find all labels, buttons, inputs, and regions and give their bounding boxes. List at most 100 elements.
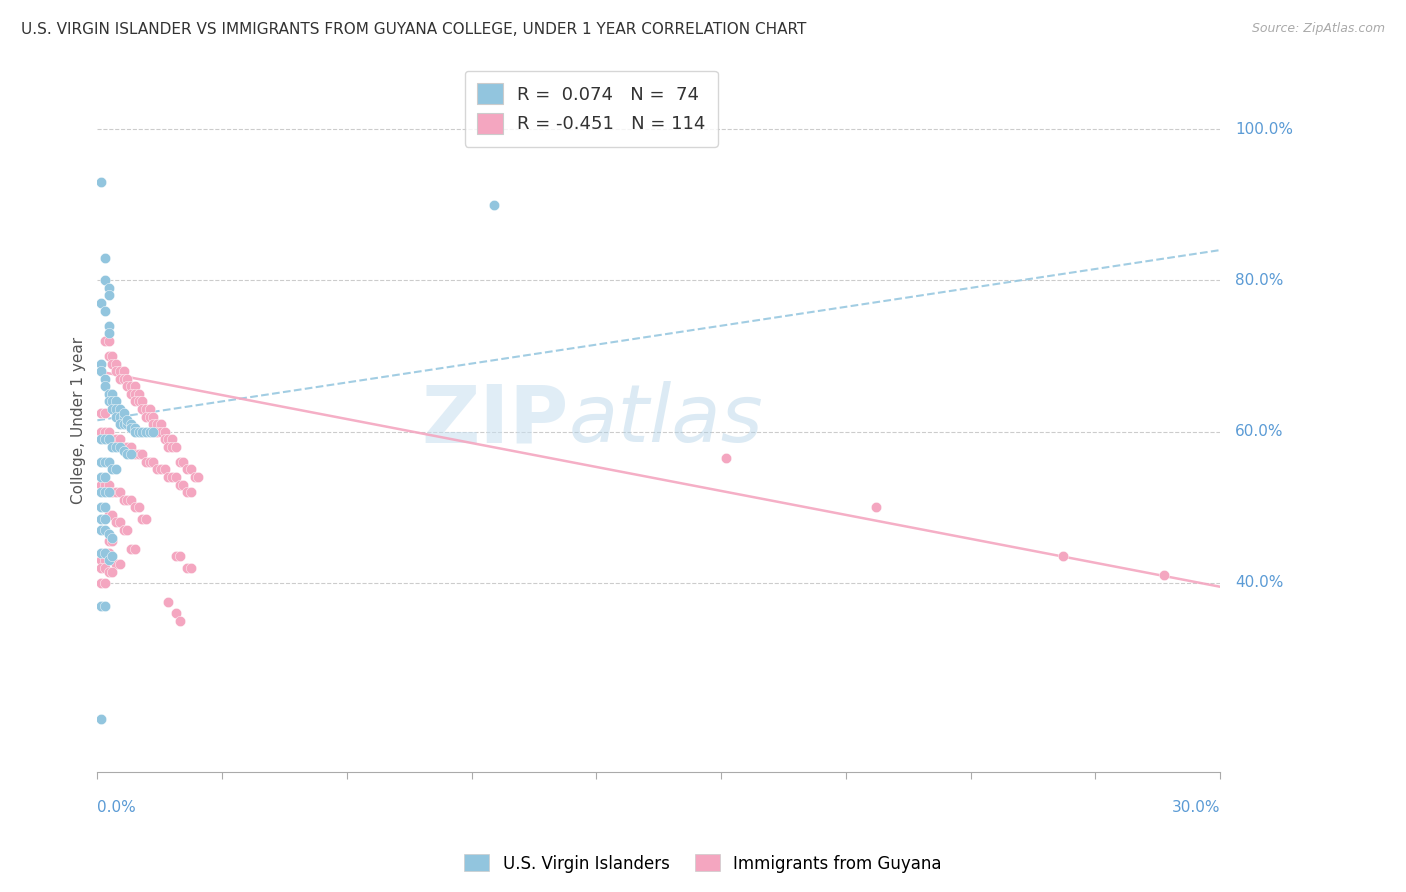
Point (112, 372, 135, 386)
Point (124, 500, 146, 515)
Point (124, 379, 146, 393)
Point (101, 432, 124, 446)
Point (97, 477, 120, 491)
Point (90, 712, 112, 726)
Point (97, 318, 120, 333)
Point (97, 334, 120, 348)
Point (124, 387, 146, 401)
Point (117, 417, 139, 431)
Point (176, 561, 198, 575)
Text: Source: ZipAtlas.com: Source: ZipAtlas.com (1251, 22, 1385, 36)
Point (146, 417, 169, 431)
Point (169, 549, 191, 564)
Text: 60.0%: 60.0% (1234, 425, 1284, 439)
Y-axis label: College, Under 1 year: College, Under 1 year (72, 337, 86, 504)
Point (153, 462, 176, 476)
Point (101, 394, 124, 409)
Point (90, 432, 112, 446)
Point (117, 379, 139, 393)
Point (94, 334, 117, 348)
Point (101, 440, 124, 454)
Point (90, 500, 112, 515)
Point (105, 409, 128, 424)
Point (94, 251, 117, 265)
Point (160, 440, 183, 454)
Point (105, 557, 128, 571)
Point (94, 273, 117, 287)
Point (97, 349, 120, 363)
Text: atlas: atlas (569, 381, 763, 459)
Point (108, 516, 131, 530)
Point (105, 516, 128, 530)
Point (176, 485, 198, 500)
Point (172, 455, 194, 469)
Point (94, 379, 117, 393)
Point (94, 511, 117, 525)
Point (165, 549, 187, 564)
Point (180, 561, 202, 575)
Point (97, 508, 120, 522)
Point (149, 425, 172, 439)
Point (101, 508, 124, 522)
Point (112, 443, 135, 458)
Point (135, 401, 157, 416)
Point (120, 447, 142, 461)
Point (101, 401, 124, 416)
Point (165, 606, 187, 620)
Point (714, 451, 737, 466)
Point (112, 364, 135, 378)
Point (172, 477, 194, 491)
Point (108, 432, 131, 446)
Point (124, 541, 146, 556)
Point (146, 425, 169, 439)
Point (187, 470, 209, 484)
Point (90, 576, 112, 591)
Point (112, 440, 135, 454)
Point (94, 485, 117, 500)
Point (157, 470, 180, 484)
Point (97, 546, 120, 560)
Point (94, 523, 117, 537)
Point (112, 492, 135, 507)
Point (124, 425, 146, 439)
Point (105, 401, 128, 416)
Point (94, 432, 117, 446)
Point (160, 432, 183, 446)
Point (101, 531, 124, 545)
Point (149, 462, 172, 476)
Point (94, 372, 117, 386)
Point (117, 372, 139, 386)
Point (128, 387, 150, 401)
Text: 100.0%: 100.0% (1234, 121, 1294, 136)
Point (1153, 568, 1175, 582)
Point (90, 485, 112, 500)
Point (135, 455, 157, 469)
Point (90, 477, 112, 491)
Point (131, 447, 153, 461)
Point (97, 534, 120, 549)
Point (135, 425, 157, 439)
Point (153, 432, 176, 446)
Point (108, 401, 131, 416)
Legend: U.S. Virgin Islanders, Immigrants from Guyana: U.S. Virgin Islanders, Immigrants from G… (458, 847, 948, 880)
Point (97, 394, 120, 409)
Point (90, 175, 112, 189)
Point (124, 447, 146, 461)
Point (117, 523, 139, 537)
Point (97, 565, 120, 579)
Point (139, 425, 162, 439)
Point (142, 455, 165, 469)
Point (149, 417, 172, 431)
Point (482, 197, 505, 211)
Point (120, 417, 142, 431)
Point (101, 387, 124, 401)
Text: 40.0%: 40.0% (1234, 575, 1284, 591)
Point (124, 394, 146, 409)
Point (180, 485, 202, 500)
Point (169, 455, 191, 469)
Point (101, 565, 124, 579)
Point (108, 409, 131, 424)
Point (165, 470, 187, 484)
Point (101, 462, 124, 476)
Point (90, 425, 112, 439)
